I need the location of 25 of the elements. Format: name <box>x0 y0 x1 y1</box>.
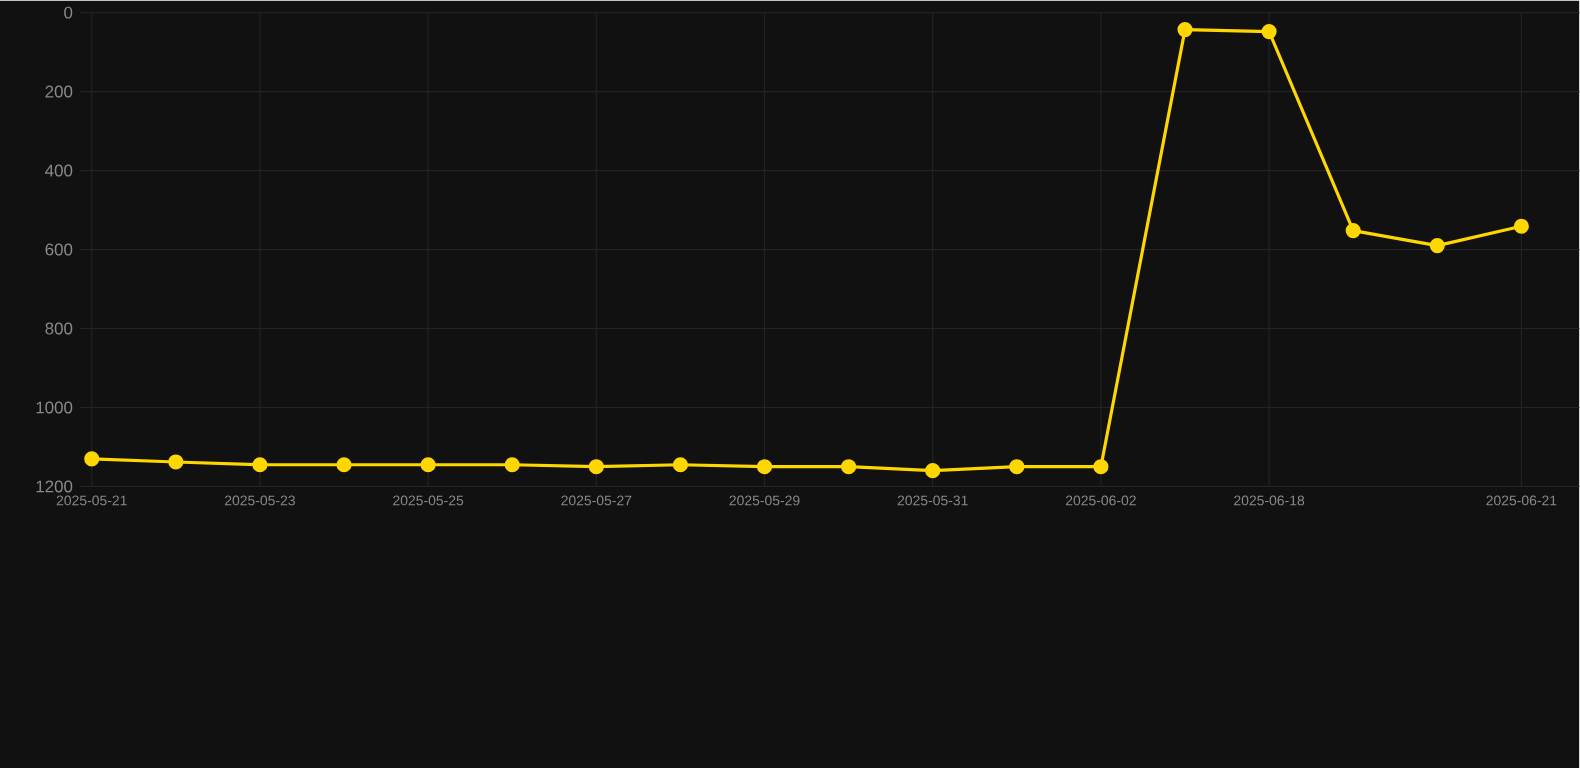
point <box>84 451 100 467</box>
point <box>420 457 436 473</box>
point <box>1513 218 1529 234</box>
y-tick-label: 200 <box>45 85 73 98</box>
y-tick-label: 400 <box>45 164 73 177</box>
point <box>756 458 773 475</box>
y-tick-label: 0 <box>64 6 73 19</box>
point <box>588 458 604 475</box>
point <box>1093 458 1109 475</box>
point <box>672 457 688 473</box>
point <box>925 462 941 479</box>
point <box>1429 237 1445 254</box>
y-tick-label: 600 <box>45 243 73 256</box>
point <box>336 457 352 473</box>
point <box>168 454 184 470</box>
point <box>1261 23 1277 39</box>
y-tick-label: 1200 <box>36 480 73 493</box>
point <box>504 457 520 473</box>
point <box>1177 21 1193 38</box>
y-tick-label: 1000 <box>36 401 73 414</box>
point <box>252 457 268 473</box>
y-tick-label: 800 <box>45 322 73 335</box>
point <box>841 458 857 475</box>
point <box>1345 222 1361 239</box>
point <box>1009 458 1025 475</box>
